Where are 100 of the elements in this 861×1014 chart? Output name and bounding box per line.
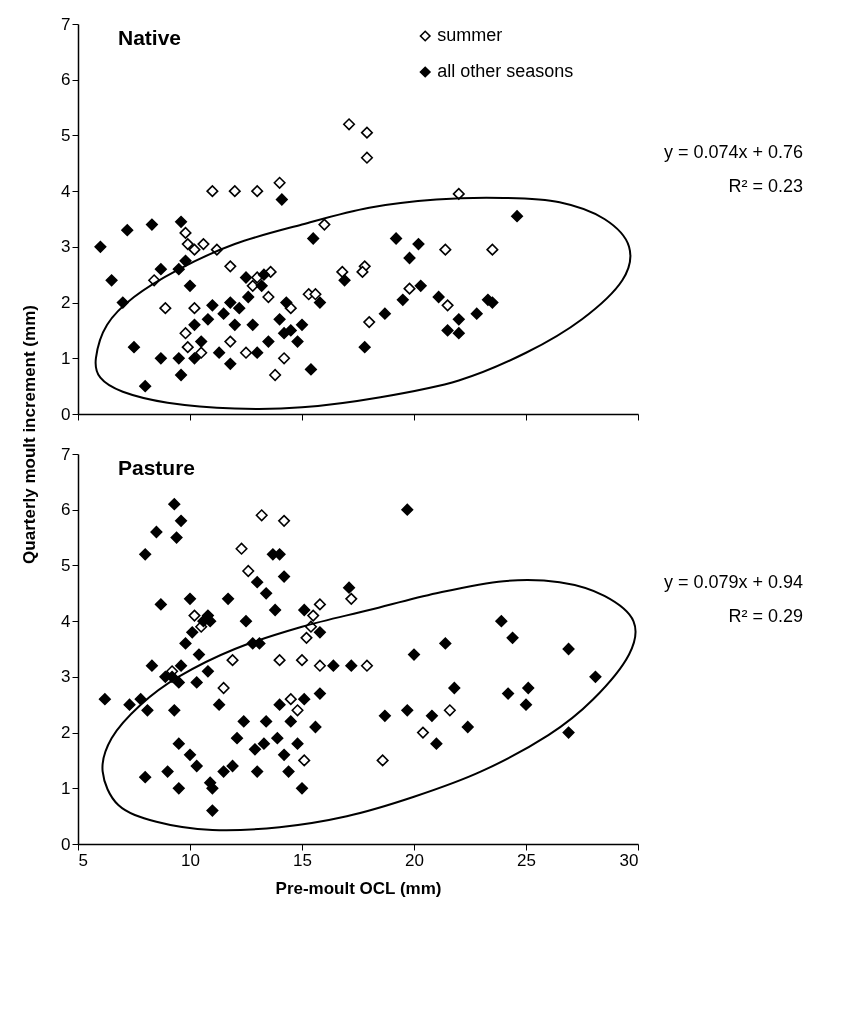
point [195, 335, 208, 348]
point [313, 296, 326, 309]
point [318, 218, 331, 231]
point [343, 118, 356, 131]
point [242, 290, 255, 304]
point [273, 654, 286, 667]
y-tick-label: 1 [61, 778, 71, 798]
point [356, 265, 369, 278]
point [172, 352, 185, 365]
chart-title: Pasture [118, 456, 196, 479]
point [376, 754, 389, 767]
y-tick-label: 6 [61, 500, 71, 520]
point [233, 302, 246, 315]
point [181, 238, 194, 251]
point [183, 279, 197, 292]
point [188, 243, 201, 256]
point [452, 327, 465, 340]
point [224, 260, 237, 273]
point [179, 254, 192, 267]
point [280, 296, 293, 309]
legend-label: all other seasons [437, 61, 574, 81]
point [273, 313, 286, 326]
point [313, 598, 326, 611]
x-tick-label: 15 [293, 850, 312, 870]
point [197, 238, 210, 251]
y-tick-label: 4 [61, 181, 71, 201]
point [336, 265, 349, 278]
point [94, 240, 107, 253]
point [175, 215, 188, 228]
point [224, 296, 237, 309]
point [396, 293, 409, 306]
point [441, 324, 454, 337]
point [470, 307, 483, 320]
point [269, 368, 282, 382]
point [416, 726, 429, 739]
point [360, 126, 373, 139]
point [179, 327, 192, 340]
point [307, 232, 320, 245]
point [358, 341, 371, 354]
x-tick-label: 20 [405, 850, 424, 870]
point [127, 341, 141, 354]
point [246, 318, 259, 331]
point [239, 271, 253, 284]
point [378, 307, 391, 320]
x-tick-label: 30 [619, 850, 639, 870]
point [154, 263, 167, 276]
x-axis-title: Pre-moult OCL (mm) [275, 878, 442, 898]
point [443, 704, 456, 717]
point [246, 279, 259, 292]
point [360, 659, 373, 672]
point [188, 318, 201, 331]
point [217, 681, 230, 695]
point [235, 542, 248, 555]
point [452, 313, 465, 326]
x-tick-label: 25 [517, 850, 536, 870]
point [139, 380, 152, 393]
point [278, 514, 291, 527]
y-tick-label: 7 [61, 14, 71, 34]
point [278, 352, 291, 365]
point [188, 302, 201, 315]
point [338, 274, 351, 287]
point [304, 363, 317, 376]
point [403, 251, 416, 265]
y-tick-label: 1 [61, 348, 71, 368]
point [154, 352, 167, 365]
y-tick-label: 7 [61, 444, 71, 464]
point [360, 151, 373, 164]
point [121, 224, 134, 237]
point [309, 288, 322, 301]
point [145, 218, 158, 231]
point [206, 185, 219, 198]
point [439, 243, 452, 256]
y-tick-label: 6 [61, 70, 71, 90]
y-tick-label: 0 [61, 834, 71, 854]
point [242, 564, 255, 578]
point [262, 290, 275, 304]
point [188, 352, 201, 365]
point [307, 609, 320, 622]
point [345, 592, 358, 605]
point [511, 210, 524, 223]
point [486, 243, 499, 256]
point [213, 346, 226, 359]
chart-title: Native [118, 26, 182, 49]
text: y = 0.079x + 0.94 [663, 571, 803, 592]
point [239, 346, 253, 359]
x-tick-label: 10 [181, 850, 200, 870]
point [414, 279, 427, 292]
point [251, 346, 264, 359]
point [452, 187, 465, 200]
point [217, 307, 230, 320]
point [255, 509, 268, 522]
y-tick-label: 5 [61, 555, 71, 575]
legend-label: summer [437, 25, 503, 45]
point [251, 185, 264, 198]
text: y = 0.074x + 0.76 [663, 141, 803, 162]
point [300, 631, 313, 644]
y-tick-label: 2 [61, 293, 71, 313]
point [295, 654, 309, 667]
point [105, 274, 118, 287]
point [412, 238, 425, 251]
